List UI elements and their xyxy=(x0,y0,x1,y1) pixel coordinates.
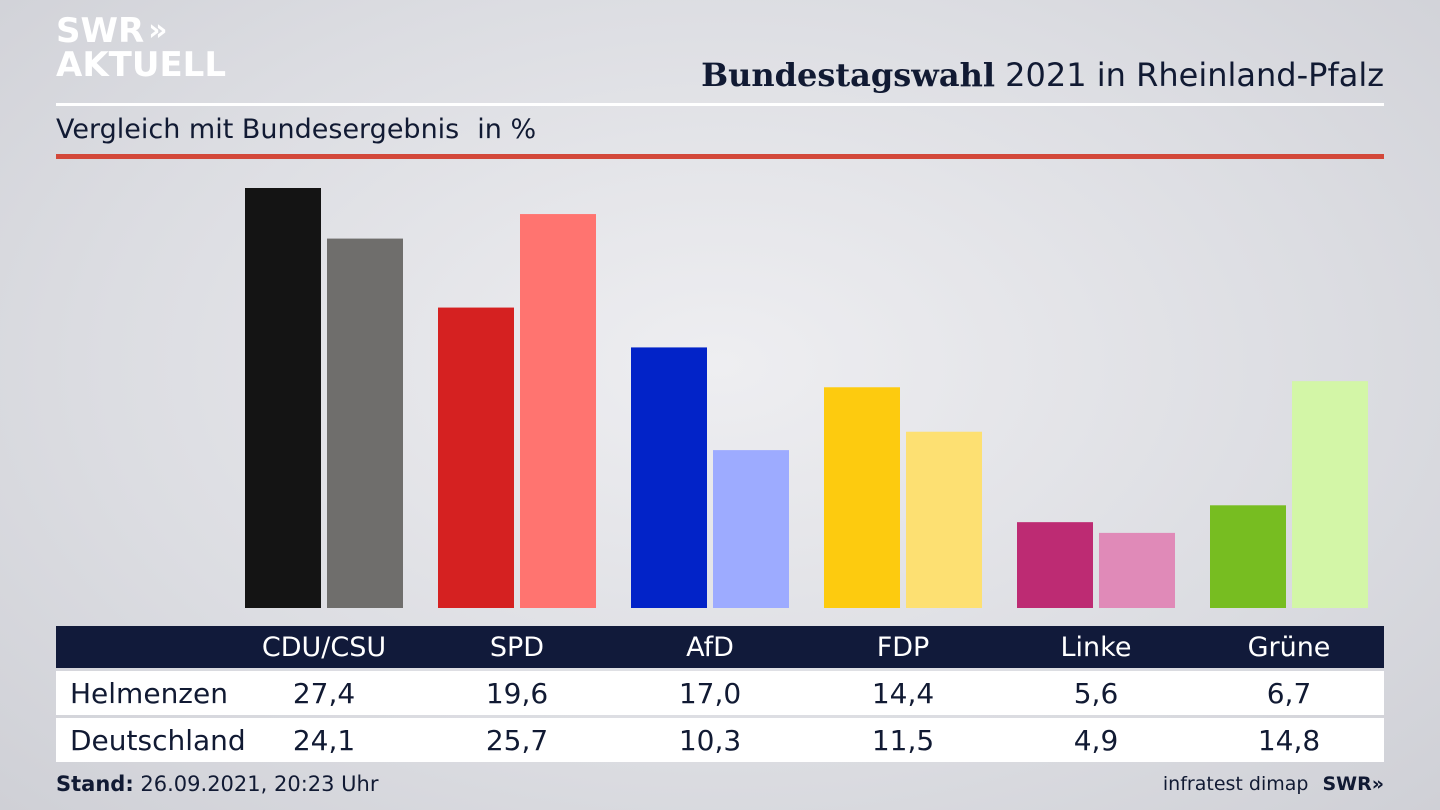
party-header: SPD xyxy=(489,631,545,663)
results-table: CDU/CSU SPD AfD FDP Linke Grüne Helmenzen 27,… xyxy=(56,626,1384,762)
stand-value: 26.09.2021, 20:23 Uhr xyxy=(133,772,379,796)
title-rest: 2021 in Rheinland-Pfalz xyxy=(995,56,1384,94)
subtitle-text: Vergleich mit Bundesergebnis xyxy=(56,114,460,145)
table-row-deutschland: Deutschland 24,1 25,7 10,3 11,5 4,9 14,8 xyxy=(56,718,1384,762)
party-header: AfD xyxy=(686,631,734,663)
bar-fdp-helmenzen xyxy=(824,387,900,608)
table-row-helmenzen: Helmenzen 27,4 19,6 17,0 14,4 5,6 6,7 xyxy=(56,671,1384,715)
accent-divider xyxy=(56,154,1384,159)
value-cell: 14,8 xyxy=(1257,723,1321,757)
value-cell: 14,4 xyxy=(871,676,935,710)
value-cell: 5,6 xyxy=(1073,676,1119,710)
bar-gr-ne-helmenzen xyxy=(1210,505,1286,608)
bar-afd-helmenzen xyxy=(631,347,707,608)
bar-spd-helmenzen xyxy=(438,307,514,608)
value-cell: 27,4 xyxy=(292,676,356,710)
bar-spd-deutschland xyxy=(520,214,596,608)
bar-cdu-csu-helmenzen xyxy=(245,188,321,608)
header-divider xyxy=(56,103,1384,106)
row-label: Helmenzen xyxy=(70,676,228,710)
value-cell: 25,7 xyxy=(485,723,549,757)
title-bold: Bundestagswahl xyxy=(701,56,995,94)
party-header: Linke xyxy=(1060,631,1132,663)
row-label: Deutschland xyxy=(70,723,246,757)
value-cell: 17,0 xyxy=(678,676,742,710)
table-header-row: CDU/CSU SPD AfD FDP Linke Grüne xyxy=(56,626,1384,668)
page-title: Bundestagswahl 2021 in Rheinland-Pfalz xyxy=(701,56,1384,94)
bar-cdu-csu-deutschland xyxy=(327,238,403,609)
stand-label: Stand: xyxy=(56,772,134,796)
party-header: FDP xyxy=(876,631,930,663)
bar-fdp-deutschland xyxy=(906,431,982,608)
logo-swr-text: SWR xyxy=(56,11,145,51)
party-header: CDU/CSU xyxy=(261,631,387,663)
value-cell: 4,9 xyxy=(1073,723,1119,757)
value-cell: 11,5 xyxy=(871,723,935,757)
timestamp: Stand: 26.09.2021, 20:23 Uhr xyxy=(56,772,379,796)
logo-aktuell-text: AKTUELL xyxy=(56,45,227,85)
swr-aktuell-logo: SWR» AKTUELL xyxy=(56,11,227,85)
bar-gr-ne-deutschland xyxy=(1292,381,1368,608)
value-cell: 24,1 xyxy=(292,723,356,757)
bar-linke-deutschland xyxy=(1099,532,1175,608)
source-credit: infratest dimap SWR» xyxy=(1163,773,1384,795)
bar-linke-helmenzen xyxy=(1017,522,1093,608)
value-cell: 10,3 xyxy=(678,723,742,757)
swr-brand-logo: SWR» xyxy=(1322,773,1384,795)
value-cell: 6,7 xyxy=(1266,676,1312,710)
source-text: infratest dimap xyxy=(1162,773,1309,795)
party-header: Grüne xyxy=(1247,631,1331,663)
subtitle: Vergleich mit Bundesergebnis in % xyxy=(56,114,536,145)
bar-afd-deutschland xyxy=(713,450,789,608)
bar-chart xyxy=(245,188,1368,609)
unit-label: in % xyxy=(477,114,537,145)
value-cell: 19,6 xyxy=(485,676,549,710)
